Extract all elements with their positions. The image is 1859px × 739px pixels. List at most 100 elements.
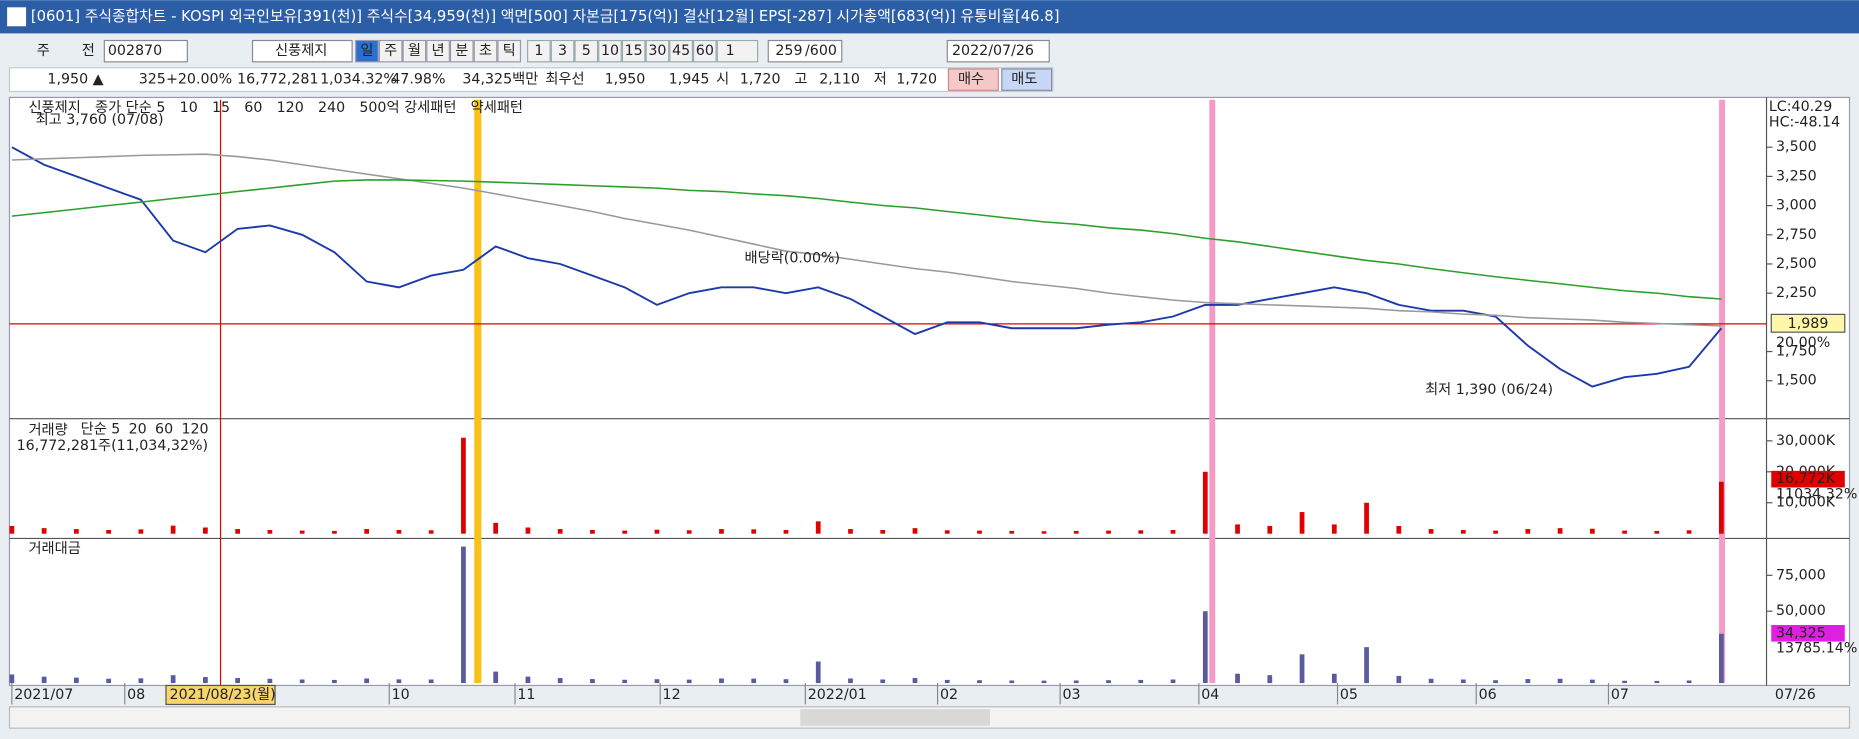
- name-box[interactable]: [251, 39, 353, 63]
- price-line: [11, 179, 1722, 300]
- interval-button[interactable]: [598, 39, 622, 63]
- bar: [1138, 679, 1144, 684]
- interval[interactable]: 45: [672, 43, 690, 59]
- interval-select[interactable]: [716, 39, 759, 63]
- interval[interactable]: 30: [648, 43, 666, 59]
- bar: [525, 676, 531, 684]
- period-button[interactable]: [449, 39, 474, 63]
- event-highlight: [1719, 99, 1726, 684]
- x-tick-label: 04: [1201, 687, 1219, 703]
- period-button[interactable]: [473, 39, 498, 63]
- bar: [590, 679, 595, 684]
- interval-button[interactable]: [526, 39, 551, 63]
- x-tick-label: 11: [517, 687, 535, 703]
- bar: [1654, 680, 1660, 684]
- interval-button[interactable]: [692, 39, 717, 63]
- bar: [815, 661, 821, 684]
- period-button[interactable]: [497, 39, 522, 63]
- high-note: 최고 3,760 (07/08): [36, 111, 164, 128]
- date[interactable]: 2022/07/26: [952, 43, 1034, 59]
- date-box[interactable]: [946, 39, 1050, 63]
- period-button[interactable]: [426, 39, 450, 63]
- y-tick-label: 3,250: [1776, 168, 1817, 184]
- x-tick-label: 03: [1063, 687, 1081, 703]
- period[interactable]: 월: [408, 42, 421, 59]
- interval[interactable]: 60: [696, 43, 714, 59]
- bar: [73, 677, 79, 684]
- interval-button[interactable]: [574, 39, 599, 63]
- stock-name[interactable]: 신풍제지: [275, 42, 327, 59]
- bar: [1396, 525, 1402, 534]
- period-button[interactable]: [402, 39, 427, 63]
- buy-button[interactable]: [947, 68, 999, 91]
- bar: [170, 525, 176, 534]
- bar: [428, 679, 434, 684]
- interval[interactable]: 5: [582, 43, 591, 59]
- code-input[interactable]: [103, 39, 188, 63]
- price: 1,950 ▲: [47, 72, 103, 88]
- period[interactable]: 주: [384, 43, 397, 59]
- interval[interactable]: 3: [558, 43, 567, 59]
- bar: [461, 546, 466, 684]
- bar: [1493, 680, 1498, 684]
- period[interactable]: 년: [432, 42, 445, 59]
- period[interactable]: 분: [455, 43, 468, 59]
- buy[interactable]: 매수: [958, 71, 984, 88]
- bar: [1525, 529, 1531, 534]
- sell[interactable]: 매도: [1011, 71, 1037, 88]
- interval-button[interactable]: [669, 39, 693, 63]
- bar: [364, 529, 370, 534]
- bar: [41, 528, 47, 534]
- period[interactable]: 틱: [503, 42, 516, 59]
- scroll-thumb[interactable]: [800, 709, 990, 726]
- code[interactable]: 002870: [108, 43, 162, 59]
- legend-item: 120: [277, 100, 304, 116]
- volume-ratio: 1,034.32%: [320, 72, 397, 88]
- bar: [719, 678, 724, 684]
- bar: [815, 521, 821, 534]
- toolbar: 002870 주 전 신풍제지 1 259 /600 2022/07/26: [37, 39, 1050, 63]
- interval-button[interactable]: [550, 39, 575, 63]
- x-tick-label: 02: [940, 687, 958, 703]
- period-button[interactable]: [355, 39, 379, 63]
- kind[interactable]: 전: [82, 42, 95, 59]
- bar: [106, 678, 111, 684]
- bar: [332, 679, 337, 684]
- bar: [1041, 531, 1047, 534]
- sell-button[interactable]: [1001, 68, 1053, 91]
- bar: [1235, 524, 1240, 534]
- bar: [1396, 675, 1402, 684]
- bar: [1686, 680, 1692, 684]
- market[interactable]: 주: [37, 43, 50, 59]
- y-tick-label: 50,000: [1776, 603, 1826, 619]
- count[interactable]: 259: [775, 43, 802, 59]
- interval[interactable]: 1: [534, 43, 543, 59]
- interval-button[interactable]: [621, 39, 646, 63]
- bar: [1718, 633, 1724, 684]
- bar: [1364, 647, 1369, 684]
- panel-info: 16,772,281주(11,034,32%): [17, 438, 208, 454]
- x-tick-label: 10: [392, 687, 410, 703]
- bar: [1686, 530, 1692, 534]
- y-tick-label: 30,000K: [1776, 433, 1836, 449]
- open: 1,720: [740, 72, 781, 88]
- bar: [493, 671, 499, 684]
- period[interactable]: 일: [360, 42, 373, 59]
- count-box[interactable]: [767, 39, 843, 63]
- bar: [1299, 654, 1305, 684]
- current-box: [1771, 624, 1845, 642]
- interval[interactable]: 10: [601, 43, 619, 59]
- high: 2,110: [819, 72, 860, 88]
- bar: [977, 680, 982, 684]
- interval[interactable]: 15: [625, 43, 643, 59]
- bar: [1622, 530, 1627, 534]
- legend-item: 500억 강세패턴: [359, 99, 456, 116]
- interval-button[interactable]: [645, 39, 670, 63]
- legend-item: 20: [129, 421, 147, 437]
- period-button[interactable]: [378, 39, 403, 63]
- interval-select-text[interactable]: 1: [726, 43, 735, 59]
- period[interactable]: 초: [479, 43, 492, 59]
- turnover: 47.98%: [391, 72, 445, 88]
- title-bar: [0, 0, 1859, 34]
